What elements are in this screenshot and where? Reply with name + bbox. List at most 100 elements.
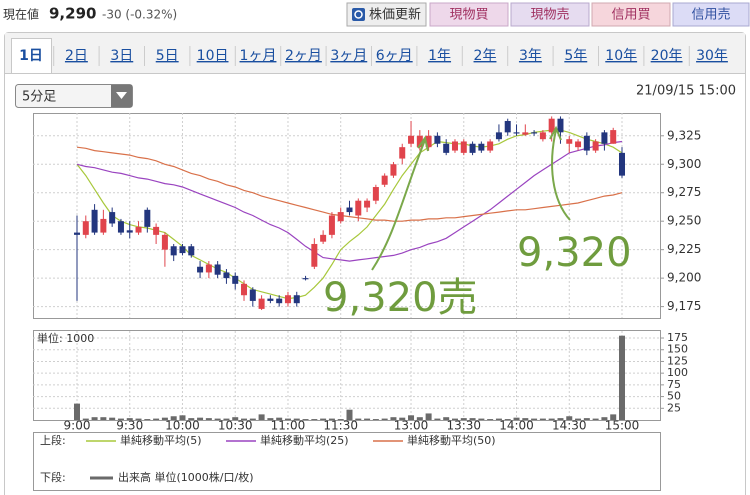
range-tab[interactable]: 2ヶ月 (285, 48, 322, 64)
range-tab[interactable]: 6ヶ月 (376, 48, 413, 64)
volume-bar (74, 403, 80, 420)
select-arrow (116, 92, 127, 99)
x-tick-label: 14:30 (552, 419, 587, 433)
annotation-arrow (551, 129, 571, 221)
panel-title: 単位: 1000 (37, 331, 94, 345)
candle-body (223, 272, 230, 279)
candle-body (302, 278, 309, 280)
volume-bar (223, 418, 230, 420)
range-tab[interactable]: 10年 (605, 48, 637, 64)
range-tab[interactable]: 10日 (197, 48, 229, 64)
volume-bar (126, 418, 133, 420)
range-tab[interactable]: 20年 (651, 48, 683, 64)
candle-body (153, 226, 160, 235)
candle-body (601, 132, 608, 144)
volume-bar (267, 418, 274, 420)
volume-bar (592, 418, 599, 420)
candle-body (610, 130, 617, 144)
volume-bar (575, 418, 582, 420)
candle-body (161, 234, 168, 250)
y-tick-label: 9,250 (667, 214, 701, 228)
candle-body (109, 212, 116, 224)
refresh-button[interactable]: 株価更新 (346, 2, 427, 27)
volume-bar (355, 418, 362, 420)
range-tab[interactable]: 3ヶ月 (330, 48, 367, 64)
x-tick-label: 10:00 (165, 419, 200, 433)
candle-body (328, 215, 335, 235)
volume-bar (276, 417, 283, 420)
range-tab[interactable]: 2日 (65, 48, 88, 64)
volume-bar (425, 413, 432, 420)
volume-bar (320, 418, 327, 420)
select-box (15, 84, 133, 108)
button-label: 現物買 (449, 8, 488, 23)
candle-body (416, 135, 423, 148)
candle-body (126, 230, 133, 233)
volume-bar (504, 419, 511, 420)
candle-body (566, 139, 573, 144)
range-tab[interactable]: 1年 (428, 48, 451, 64)
y-tick-label: 9,275 (667, 185, 701, 199)
candle-body (117, 221, 124, 233)
range-tab[interactable]: 30年 (696, 48, 728, 64)
volume-bar (241, 418, 248, 420)
candle-body (197, 266, 204, 273)
volume-bar (478, 418, 485, 420)
annotation-arrowhead (549, 125, 562, 141)
select-label: 5分足 (22, 90, 56, 105)
range-tab[interactable]: 1日 (19, 48, 43, 64)
volume-bar (205, 418, 212, 420)
volume-bar (117, 418, 124, 420)
volume-bar (135, 418, 142, 420)
candle-body (372, 187, 379, 201)
moving-average-line (76, 146, 623, 222)
legend-group-label: 上段: (40, 433, 66, 447)
timestamp: 21/09/15 15:00 (636, 84, 736, 99)
moving-average-line (76, 140, 623, 262)
trade-button[interactable]: 現物売 (510, 2, 590, 27)
button-label: 株価更新 (369, 7, 421, 23)
volume-bar (610, 414, 617, 420)
legend-label: 単純移動平均(25) (260, 433, 349, 447)
candle-body (443, 143, 450, 153)
volume-bar (381, 418, 388, 420)
trade-button[interactable]: 信用買 (591, 2, 671, 27)
range-tab[interactable]: 5年 (564, 48, 587, 64)
volume-bar (284, 418, 291, 420)
x-tick-label: 15:00 (605, 419, 640, 433)
trade-button[interactable]: 現物買 (429, 2, 509, 27)
volume-bar (258, 414, 265, 420)
x-tick-label: 13:30 (446, 419, 481, 433)
volume-bar (408, 415, 415, 420)
range-tab[interactable]: 3日 (110, 48, 133, 64)
volume-bar (179, 415, 186, 420)
volume-bar (469, 418, 476, 420)
interval-select[interactable]: 5分足 (15, 84, 133, 108)
volume-plot-frame (33, 330, 661, 421)
candle-body (531, 132, 538, 134)
candle-body (557, 118, 564, 133)
volume-bar (170, 416, 177, 420)
volume-bar (346, 409, 353, 420)
legend-group-label: 下段: (40, 470, 66, 484)
volume-bar (566, 416, 573, 420)
candle-body (100, 218, 107, 233)
candle-body (408, 135, 415, 144)
legend-label: 単純移動平均(50) (407, 433, 496, 447)
candle-body (539, 132, 546, 140)
volume-bar (495, 418, 502, 420)
range-tab[interactable]: 3年 (519, 48, 542, 64)
volume-bar (460, 418, 467, 420)
y-tick-label: 175 (667, 331, 688, 344)
volume-bar (302, 419, 309, 420)
volume-bar (232, 417, 239, 420)
trade-button[interactable]: 信用売 (672, 2, 750, 27)
button-bg (510, 2, 590, 27)
range-tab[interactable]: 1ヶ月 (240, 48, 277, 64)
candle-body (346, 207, 353, 213)
range-tab[interactable]: 2年 (474, 48, 497, 64)
candle-body (293, 295, 300, 304)
candle-body (434, 135, 441, 144)
range-tab[interactable]: 5日 (156, 48, 179, 64)
volume-bar (82, 418, 89, 420)
